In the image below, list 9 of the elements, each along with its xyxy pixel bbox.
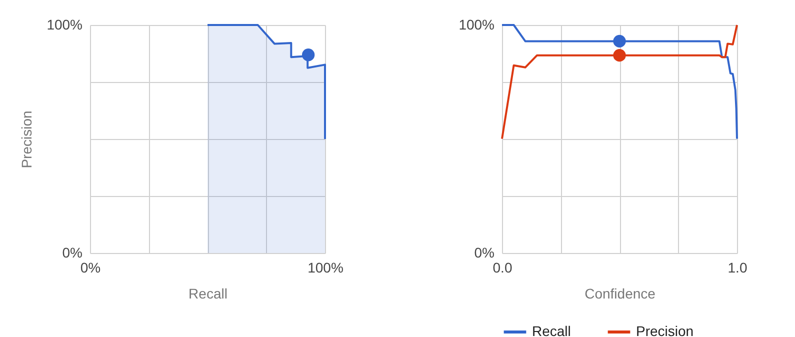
x-tick-label: 100%	[308, 260, 344, 276]
legend-label: Recall	[532, 323, 571, 337]
legend-label: Precision	[636, 323, 694, 337]
x-tick-label: 0%	[80, 260, 101, 276]
y-axis-title: Precision	[18, 110, 35, 168]
x-axis-title: Recall	[188, 286, 228, 302]
x-axis-title: Confidence	[584, 286, 656, 302]
x-tick-label: 1.0	[728, 260, 748, 276]
x-tick-label: 0.0	[492, 260, 512, 276]
